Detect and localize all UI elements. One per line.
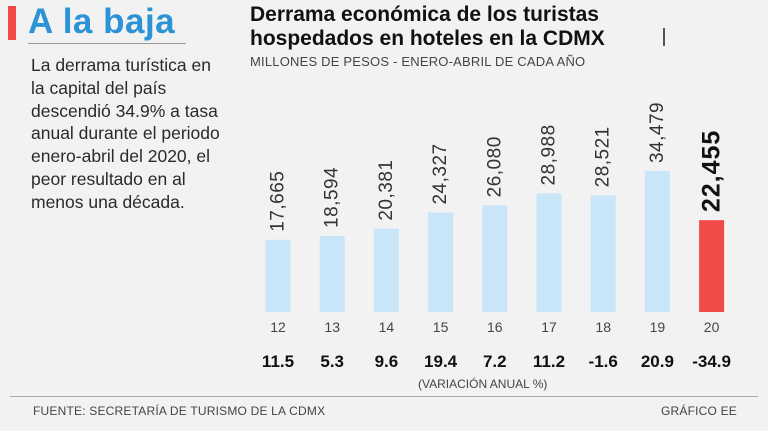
value-label-12: 17,665 <box>268 171 289 232</box>
credit-note: GRÁFICO EE <box>660 404 737 418</box>
bar-20 <box>699 220 725 312</box>
variation-label-14: 9.6 <box>375 352 399 371</box>
value-label-14: 20,381 <box>376 160 397 221</box>
x-tick-15: 15 <box>433 319 449 335</box>
chart-title: Derrama económica de los turistas hosped… <box>250 3 605 50</box>
x-tick-16: 16 <box>487 319 503 335</box>
variation-label-12: 11.5 <box>262 352 294 371</box>
source-note: FUENTE: SECRETARÍA DE TURISMO DE LA CDMX <box>33 404 326 418</box>
bar-19 <box>644 171 670 312</box>
variation-caption: (VARIACIÓN ANUAL %) <box>418 377 548 391</box>
variation-label-16: 7.2 <box>483 352 507 371</box>
value-label-15: 24,327 <box>430 143 451 204</box>
title-divider <box>28 43 186 44</box>
bar-16 <box>482 205 508 312</box>
variation-label-17: 11.2 <box>533 352 565 371</box>
bar-18 <box>590 195 616 312</box>
title-separator <box>663 28 665 46</box>
value-label-19: 34,479 <box>647 102 668 163</box>
variation-label-19: 20.9 <box>641 352 674 371</box>
value-label-17: 28,988 <box>539 124 560 185</box>
bar-15 <box>428 212 454 312</box>
description-text: La derrama turística en la capital del p… <box>31 55 220 212</box>
value-label-20: 22,455 <box>698 130 726 212</box>
chart-subtitle: MILLONES DE PESOS - ENERO-ABRIL DE CADA … <box>250 54 586 69</box>
value-label-13: 18,594 <box>322 167 343 228</box>
bar-12 <box>265 239 291 312</box>
accent-bar <box>8 6 16 40</box>
value-label-18: 28,521 <box>593 126 614 187</box>
x-tick-14: 14 <box>379 319 395 335</box>
x-tick-12: 12 <box>270 319 286 335</box>
variation-label-13: 5.3 <box>320 352 344 371</box>
x-tick-13: 13 <box>324 319 340 335</box>
x-tick-20: 20 <box>704 319 720 335</box>
variation-label-15: 19.4 <box>424 352 458 371</box>
x-tick-19: 19 <box>650 319 666 335</box>
bar-17 <box>536 193 562 312</box>
value-label-16: 26,080 <box>484 136 505 197</box>
bar-13 <box>319 235 345 312</box>
footer-divider <box>10 396 758 397</box>
variation-label-18: -1.6 <box>589 352 618 371</box>
variation-label-20: -34.9 <box>692 352 731 371</box>
x-tick-18: 18 <box>595 319 611 335</box>
x-tick-17: 17 <box>541 319 557 335</box>
main-title: A la baja <box>28 2 176 41</box>
bar-14 <box>373 228 399 312</box>
